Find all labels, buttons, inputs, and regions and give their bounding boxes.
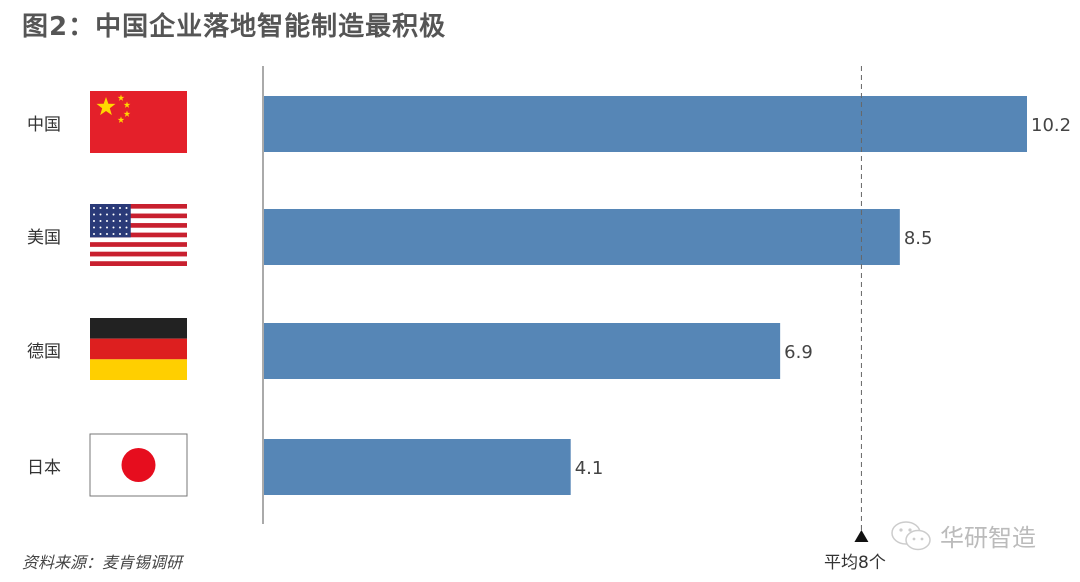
bar bbox=[264, 96, 1027, 152]
china-flag bbox=[90, 91, 187, 153]
data-label: 8.5 bbox=[904, 228, 933, 249]
category-label: 日本 bbox=[27, 458, 61, 478]
category-label: 美国 bbox=[27, 228, 61, 248]
data-label: 6.9 bbox=[784, 342, 813, 363]
category-label: 德国 bbox=[27, 342, 61, 362]
watermark: 华研智造 bbox=[890, 518, 1036, 553]
bar bbox=[264, 439, 571, 495]
category-label: 中国 bbox=[27, 115, 61, 135]
wechat-icon bbox=[891, 520, 931, 550]
average-marker-icon bbox=[854, 530, 869, 542]
germany-flag bbox=[90, 318, 187, 380]
bar bbox=[264, 209, 900, 265]
data-label: 4.1 bbox=[575, 458, 604, 479]
chart-title: 图2：中国企业落地智能制造最积极 bbox=[22, 12, 447, 42]
japan-flag bbox=[89, 433, 188, 497]
watermark-text: 华研智造 bbox=[940, 524, 1036, 552]
source-note: 资料来源：麦肯锡调研 bbox=[22, 553, 183, 572]
bar bbox=[264, 323, 781, 379]
usa-flag bbox=[90, 204, 187, 266]
average-label: 平均8个 bbox=[824, 553, 886, 573]
data-label: 10.2 bbox=[1031, 115, 1071, 136]
